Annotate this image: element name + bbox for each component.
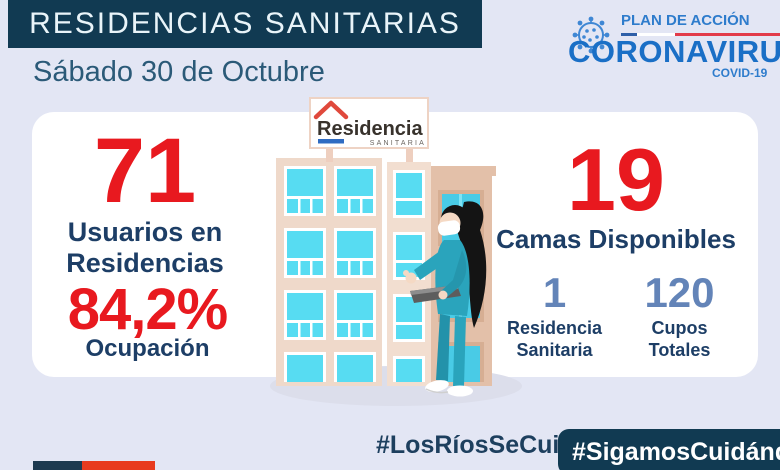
users-label: Usuarios en Residencias	[66, 217, 224, 278]
nurse-shoe-right	[447, 385, 473, 397]
covid19-label: COVID-19	[712, 66, 768, 80]
capacity-value: 120	[644, 269, 715, 316]
stat-occupancy: 84,2% Ocupación	[25, 277, 270, 363]
plan-de-accion-label: PLAN DE ACCIÓN	[621, 12, 750, 29]
stat-users: 71 Usuarios en Residencias	[35, 120, 255, 278]
page-title: RESIDENCIAS SANITARIAS	[29, 7, 461, 40]
nurse-shoe-left	[425, 380, 449, 392]
stat-capacity: 120 Cupos Totales	[617, 272, 742, 362]
users-value: 71	[93, 120, 197, 222]
stat-residences: 1 Residencia Sanitaria	[492, 272, 617, 362]
hashtag-sigamos: #SigamosCuidándonos	[572, 437, 780, 466]
chile-flag-stripe	[621, 33, 780, 36]
residences-value: 1	[542, 269, 567, 316]
beds-label: Camas Disponibles	[496, 223, 736, 254]
coronavirus-logo: PLAN DE ACCIÓN CORONAVIRUS COVID-19	[565, 4, 780, 80]
occupancy-value: 84,2%	[67, 277, 228, 342]
residences-label: Residencia Sanitaria	[506, 318, 603, 360]
capacity-label: Cupos Totales	[648, 318, 711, 360]
beds-value: 19	[567, 130, 665, 229]
page-title-bar: RESIDENCIAS SANITARIAS	[8, 0, 482, 48]
stat-beds: 19 Camas Disponibles	[496, 130, 736, 255]
substats-row: 1 Residencia Sanitaria 120 Cupos Totales	[492, 272, 742, 362]
hashtag-losrios: #LosRíosSeCuida	[376, 431, 589, 459]
coronavirus-icon	[572, 16, 610, 54]
hashtag-sigamos-pill: #SigamosCuidándonos	[558, 429, 780, 470]
coronavirus-wordmark: CORONAVIRUS	[568, 34, 780, 69]
occupancy-label: Ocupación	[85, 335, 210, 363]
gobierno-flag-logo	[33, 461, 155, 470]
date-heading: Sábado 30 de Octubre	[33, 56, 325, 88]
